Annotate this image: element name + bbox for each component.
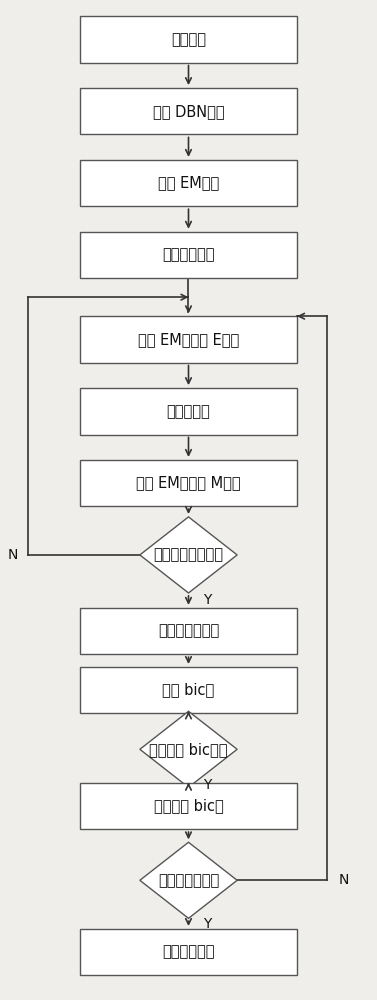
FancyBboxPatch shape [80,316,297,363]
FancyBboxPatch shape [80,16,297,63]
Polygon shape [140,842,237,918]
FancyBboxPatch shape [80,88,297,134]
Text: 创建 EM引擎: 创建 EM引擎 [158,176,219,191]
Text: 更新最优似然值: 更新最优似然值 [158,623,219,638]
FancyBboxPatch shape [80,460,297,506]
FancyBboxPatch shape [80,667,297,713]
Text: 执行 EM引擎的 M步骤: 执行 EM引擎的 M步骤 [136,476,241,491]
Polygon shape [140,711,237,787]
Text: 装载训练数据: 装载训练数据 [162,247,215,262]
Text: Y: Y [204,917,212,931]
Text: 获得更优似然值？: 获得更优似然值？ [153,547,224,562]
FancyBboxPatch shape [80,608,297,654]
FancyBboxPatch shape [80,160,297,206]
FancyBboxPatch shape [80,388,297,435]
FancyBboxPatch shape [80,929,297,975]
Text: 参数设置: 参数设置 [171,32,206,47]
Text: N: N [338,873,349,887]
Text: 输出训练结果: 输出训练结果 [162,945,215,960]
Text: 执行 EM引擎的 E步骤: 执行 EM引擎的 E步骤 [138,332,239,347]
Text: 计算似然值: 计算似然值 [167,404,210,419]
Polygon shape [140,517,237,593]
Text: 创建 DBN对象: 创建 DBN对象 [153,104,224,119]
FancyBboxPatch shape [80,232,297,278]
Text: N: N [8,548,18,562]
Text: 达到收敛条件？: 达到收敛条件？ [158,873,219,888]
Text: 更新最优 bic值: 更新最优 bic值 [153,798,224,813]
Text: Y: Y [204,593,212,607]
FancyBboxPatch shape [80,783,297,829]
Text: 计算 bic值: 计算 bic值 [162,683,215,698]
Text: 获得更优 bic值？: 获得更优 bic值？ [149,742,228,757]
Text: Y: Y [204,778,212,792]
